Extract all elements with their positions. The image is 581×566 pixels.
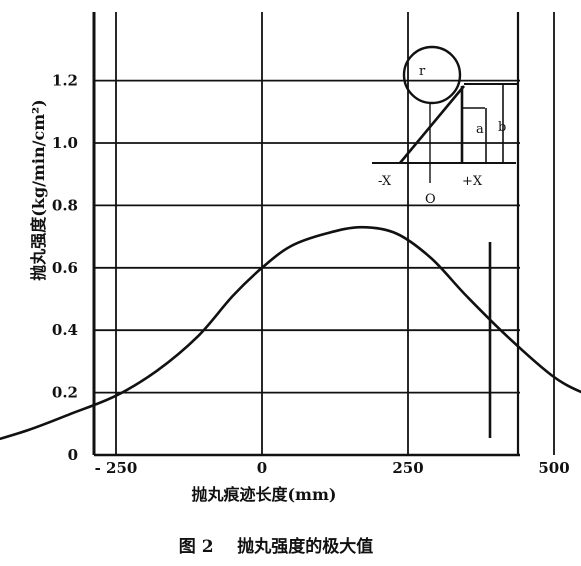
inset-label-a: a [476,122,484,137]
inset-diagram: r a b -X +X O [372,45,518,207]
y-tick-label: 0.2 [52,384,78,402]
inset-label-minus-x: -X [378,174,392,189]
inset-label-plus-x: +X [462,174,483,189]
figure-caption: 图 2 抛丸强度的极大值 [179,536,373,557]
x-tick-label: 500 [538,459,569,477]
y-tick-label: 0 [68,446,78,464]
x-tick-label: - 250 [95,459,138,477]
x-tick-label: 0 [257,459,267,477]
inset-label-r: r [419,64,426,79]
y-tick-label: 0.8 [52,196,78,214]
x-axis-label: 抛丸痕迹长度(mm) [191,485,336,504]
inset-slope-line [399,85,465,164]
x-tick-label: 250 [392,459,423,477]
y-tick-label: 0.4 [52,321,78,339]
inset-label-b: b [498,120,506,135]
chart-grid [94,12,555,455]
y-tick-label: 1.2 [52,72,78,90]
inset-roller-circle [402,45,462,105]
intensity-curve [0,225,581,441]
y-axis-ticks: 0 0.2 0.4 0.6 0.8 1.0 1.2 [52,72,78,464]
y-axis-label: 抛丸强度(kg/min/cm²) [29,99,48,280]
y-tick-label: 1.0 [52,134,78,152]
inset-label-origin: O [425,192,436,207]
plot-frame [92,12,520,457]
y-tick-label: 0.6 [52,259,78,277]
